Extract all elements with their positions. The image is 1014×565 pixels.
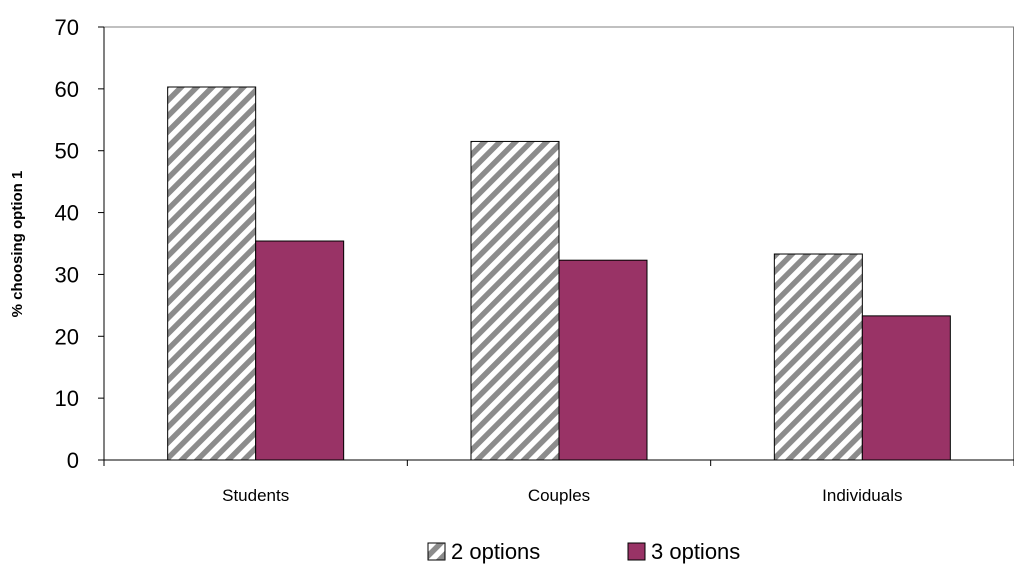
y-tick-label: 30 bbox=[55, 262, 79, 287]
plot-area: 0 10 20 30 40 50 60 70 Students Couples Individual… bbox=[55, 15, 1014, 505]
y-tick-label: 50 bbox=[55, 139, 79, 164]
bar-two-options-couples bbox=[470, 140, 560, 461]
x-tick-label: Students bbox=[222, 486, 289, 505]
bar-two-options-students bbox=[167, 86, 257, 461]
x-tick-label: Couples bbox=[528, 486, 590, 505]
legend-swatch bbox=[627, 542, 646, 561]
legend: 2 options 3 options bbox=[427, 539, 740, 564]
bar-three-options-students bbox=[255, 240, 345, 461]
bar-three-options-couples bbox=[558, 259, 648, 461]
y-tick-label: 70 bbox=[55, 15, 79, 40]
legend-label: 2 options bbox=[451, 539, 540, 564]
legend-label: 3 options bbox=[651, 539, 740, 564]
bar-three-options-individuals bbox=[861, 315, 951, 461]
bar-two-options-individuals bbox=[773, 253, 863, 461]
legend-swatch bbox=[427, 542, 446, 561]
y-tick-label: 20 bbox=[55, 324, 79, 349]
y-axis-title: % choosing option 1 bbox=[9, 171, 26, 318]
y-tick-label: 0 bbox=[67, 448, 79, 473]
y-tick-label: 10 bbox=[55, 386, 79, 411]
y-tick-label: 60 bbox=[55, 77, 79, 102]
y-tick-label: 40 bbox=[55, 201, 79, 226]
x-tick-label: Individuals bbox=[822, 486, 902, 505]
